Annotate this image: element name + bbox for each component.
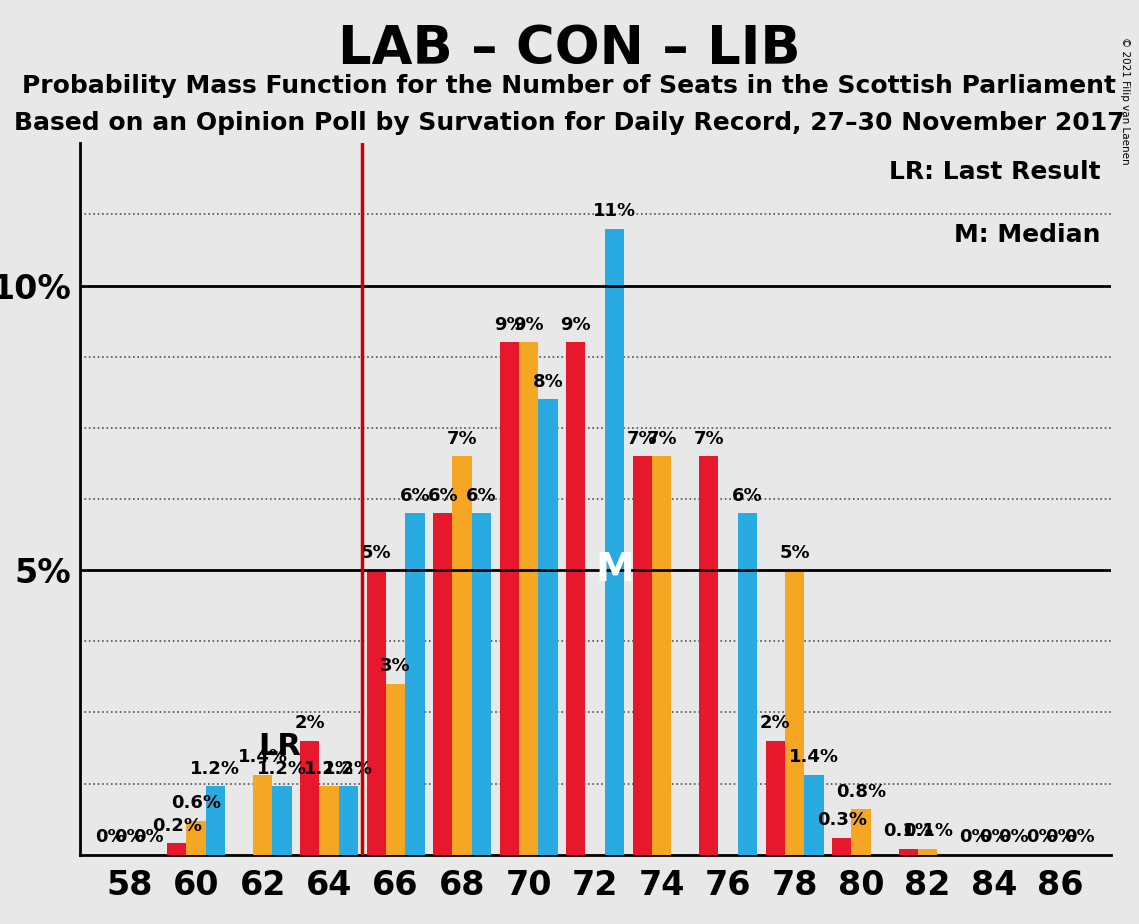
Text: 5%: 5% <box>779 543 810 562</box>
Text: 6%: 6% <box>732 487 763 505</box>
Bar <box>187 821 206 855</box>
Bar <box>899 849 918 855</box>
Text: 1.4%: 1.4% <box>789 748 839 767</box>
Bar <box>253 775 272 855</box>
Text: 0.3%: 0.3% <box>817 811 867 829</box>
Text: 5%: 5% <box>361 543 392 562</box>
Bar <box>833 838 852 855</box>
Bar <box>405 513 425 855</box>
Bar <box>699 456 719 855</box>
Text: 3%: 3% <box>380 657 411 675</box>
Text: 1.2%: 1.2% <box>257 760 306 778</box>
Text: LAB – CON – LIB: LAB – CON – LIB <box>338 23 801 75</box>
Text: 0%: 0% <box>95 828 125 846</box>
Text: 0%: 0% <box>978 828 1009 846</box>
Text: 0%: 0% <box>1046 828 1076 846</box>
Text: 0.2%: 0.2% <box>151 817 202 834</box>
Text: 1.2%: 1.2% <box>323 760 374 778</box>
Bar <box>765 741 785 855</box>
Text: 9%: 9% <box>514 316 544 334</box>
Bar <box>338 786 358 855</box>
Bar <box>167 844 187 855</box>
Bar <box>319 786 338 855</box>
Bar <box>738 513 757 855</box>
Bar <box>539 399 558 855</box>
Bar <box>918 849 937 855</box>
Text: Based on an Opinion Poll by Survation for Daily Record, 27–30 November 2017: Based on an Opinion Poll by Survation fo… <box>14 111 1125 135</box>
Bar <box>785 570 804 855</box>
Text: Probability Mass Function for the Number of Seats in the Scottish Parliament: Probability Mass Function for the Number… <box>23 74 1116 98</box>
Text: M: Median: M: Median <box>954 223 1100 247</box>
Bar <box>452 456 472 855</box>
Text: 0%: 0% <box>959 828 990 846</box>
Text: 2%: 2% <box>760 714 790 733</box>
Text: 8%: 8% <box>533 372 564 391</box>
Bar <box>206 786 226 855</box>
Text: 6%: 6% <box>466 487 497 505</box>
Text: 0.8%: 0.8% <box>836 783 886 800</box>
Text: 11%: 11% <box>593 202 636 220</box>
Text: LR: LR <box>257 732 301 761</box>
Text: 7%: 7% <box>446 430 477 448</box>
Bar <box>566 343 585 855</box>
Text: 7%: 7% <box>628 430 657 448</box>
Bar <box>386 684 405 855</box>
Bar <box>500 343 519 855</box>
Text: 0%: 0% <box>1026 828 1057 846</box>
Text: 0%: 0% <box>998 828 1029 846</box>
Bar <box>519 343 539 855</box>
Text: 0%: 0% <box>1065 828 1096 846</box>
Bar <box>367 570 386 855</box>
Text: 0%: 0% <box>114 828 145 846</box>
Text: © 2021 Filip van Laenen: © 2021 Filip van Laenen <box>1120 37 1130 164</box>
Text: 0.6%: 0.6% <box>171 794 221 812</box>
Text: 7%: 7% <box>646 430 677 448</box>
Bar <box>605 228 624 855</box>
Text: 6%: 6% <box>400 487 431 505</box>
Bar <box>472 513 491 855</box>
Text: 7%: 7% <box>694 430 724 448</box>
Text: M: M <box>595 551 633 590</box>
Text: 9%: 9% <box>560 316 591 334</box>
Text: 1.4%: 1.4% <box>238 748 288 767</box>
Text: 1.2%: 1.2% <box>304 760 354 778</box>
Text: 6%: 6% <box>427 487 458 505</box>
Bar <box>804 775 823 855</box>
Text: 0.1%: 0.1% <box>884 822 933 841</box>
Text: LR: Last Result: LR: Last Result <box>888 160 1100 184</box>
Text: 1.2%: 1.2% <box>190 760 240 778</box>
Bar <box>652 456 671 855</box>
Text: 9%: 9% <box>494 316 525 334</box>
Bar <box>852 809 871 855</box>
Bar <box>272 786 292 855</box>
Bar <box>301 741 319 855</box>
Bar <box>433 513 452 855</box>
Text: 2%: 2% <box>295 714 325 733</box>
Text: 0%: 0% <box>133 828 164 846</box>
Text: 0.1%: 0.1% <box>902 822 952 841</box>
Bar <box>632 456 652 855</box>
